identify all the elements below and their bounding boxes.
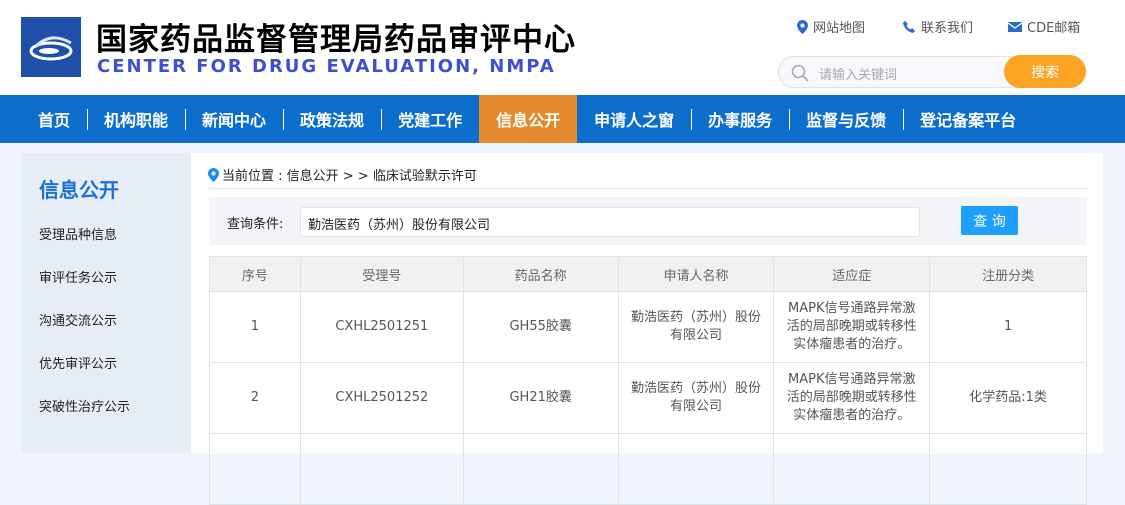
site-title: 国家药品监督管理局药品审评中心 (96, 22, 576, 58)
sitemap-label: 网站地图 (813, 21, 866, 36)
cde-logo[interactable] (21, 17, 81, 77)
query-button[interactable]: 查 询 (961, 206, 1018, 235)
contact-label: 联系我们 (921, 21, 974, 36)
cell-acceptance-no: CXHL2501251 (299, 291, 464, 363)
query-panel: 查询条件: 勤浩医药（苏州）股份有限公司 查 询 (209, 197, 1087, 245)
table-row: 2 CXHL2501252 GH21胶囊 勤浩医药（苏州）股份有限公司 MAPK… (209, 362, 1087, 434)
mail-link[interactable]: CDE邮箱 (1008, 17, 1080, 36)
sitemap-link[interactable]: 网站地图 (797, 17, 865, 36)
sidebar-item-breakthrough[interactable]: 突破性治疗公示 (39, 400, 131, 415)
sidebar-item-review-tasks[interactable]: 审评任务公示 (39, 271, 118, 286)
col-index: 序号 (209, 256, 301, 292)
cell-category: 化学药品:1类 (929, 362, 1087, 434)
breadcrumb-text: 当前位置 : 信息公开 > > 临床试验默示许可 (222, 169, 477, 184)
nav-services[interactable]: 办事服务 (691, 95, 789, 143)
cell-category: 1 (929, 291, 1087, 363)
mail-label: CDE邮箱 (1027, 21, 1081, 36)
phone-icon (903, 21, 915, 33)
site-subtitle: CENTER FOR DRUG EVALUATION, NMPA (97, 56, 556, 77)
col-indication: 适应症 (773, 256, 931, 292)
results-table: 序号 受理号 药品名称 申请人名称 适应症 注册分类 1 CXHL2501251… (209, 256, 1087, 505)
location-pin-icon (797, 19, 808, 34)
breadcrumb: 当前位置 : 信息公开 > > 临床试验默示许可 (208, 165, 477, 184)
cell-indication: MAPK信号通路异常激活的局部晚期或转移性实体瘤患者的治疗。 (773, 362, 931, 434)
cell-applicant: 勤浩医药（苏州）股份有限公司 (617, 291, 775, 363)
search-button[interactable]: 搜索 (1004, 55, 1086, 88)
col-applicant: 申请人名称 (617, 256, 775, 292)
table-row (209, 433, 1087, 505)
cell-drug-name: GH21胶囊 (462, 362, 619, 434)
cell-index: 1 (209, 291, 301, 363)
query-label: 查询条件: (227, 217, 284, 232)
col-drug-name: 药品名称 (462, 256, 619, 292)
cell-acceptance-no: CXHL2501252 (299, 362, 464, 434)
sidebar-item-communication[interactable]: 沟通交流公示 (39, 314, 118, 329)
nav-feedback[interactable]: 监督与反馈 (789, 95, 903, 143)
search-placeholder: 请输入关键词 (819, 68, 898, 83)
sidebar: 信息公开 受理品种信息 审评任务公示 沟通交流公示 优先审评公示 突破性治疗公示 (21, 153, 191, 453)
sidebar-title: 信息公开 (39, 178, 119, 202)
location-pin-icon (208, 167, 219, 182)
search-icon (791, 64, 809, 82)
table-row: 1 CXHL2501251 GH55胶囊 勤浩医药（苏州）股份有限公司 MAPK… (209, 291, 1087, 363)
nav-home[interactable]: 首页 (38, 111, 71, 130)
query-input[interactable]: 勤浩医药（苏州）股份有限公司 (300, 207, 920, 237)
cell-indication: MAPK信号通路异常激活的局部晚期或转移性实体瘤患者的治疗。 (773, 291, 931, 363)
nav-functions[interactable]: 机构职能 (87, 95, 185, 143)
main-content: 当前位置 : 信息公开 > > 临床试验默示许可 查询条件: 勤浩医药（苏州）股… (191, 153, 1103, 505)
nav-news[interactable]: 新闻中心 (185, 95, 283, 143)
nav-registration[interactable]: 登记备案平台 (903, 95, 1033, 143)
nav-party[interactable]: 党建工作 (381, 95, 479, 143)
contact-link[interactable]: 联系我们 (903, 17, 973, 36)
cell-drug-name: GH55胶囊 (462, 291, 619, 363)
cell-index: 2 (209, 362, 301, 434)
sidebar-item-priority[interactable]: 优先审评公示 (39, 357, 118, 372)
divider (209, 188, 1087, 189)
col-category: 注册分类 (929, 256, 1087, 292)
nav-applicant[interactable]: 申请人之窗 (594, 111, 675, 130)
cell-applicant: 勤浩医药（苏州）股份有限公司 (617, 362, 775, 434)
nav-info-disclosure[interactable]: 信息公开 (479, 95, 578, 143)
sidebar-item-accepted[interactable]: 受理品种信息 (39, 228, 118, 243)
header: 国家药品监督管理局药品审评中心 CENTER FOR DRUG EVALUATI… (0, 0, 1125, 95)
mail-icon (1008, 21, 1022, 32)
col-acceptance-no: 受理号 (299, 256, 464, 292)
main-nav: 首页 机构职能 新闻中心 政策法规 党建工作 信息公开 申请人之窗 办事服务 监… (0, 95, 1125, 143)
table-header: 序号 受理号 药品名称 申请人名称 适应症 注册分类 (209, 256, 1087, 292)
nav-policy[interactable]: 政策法规 (283, 95, 381, 143)
